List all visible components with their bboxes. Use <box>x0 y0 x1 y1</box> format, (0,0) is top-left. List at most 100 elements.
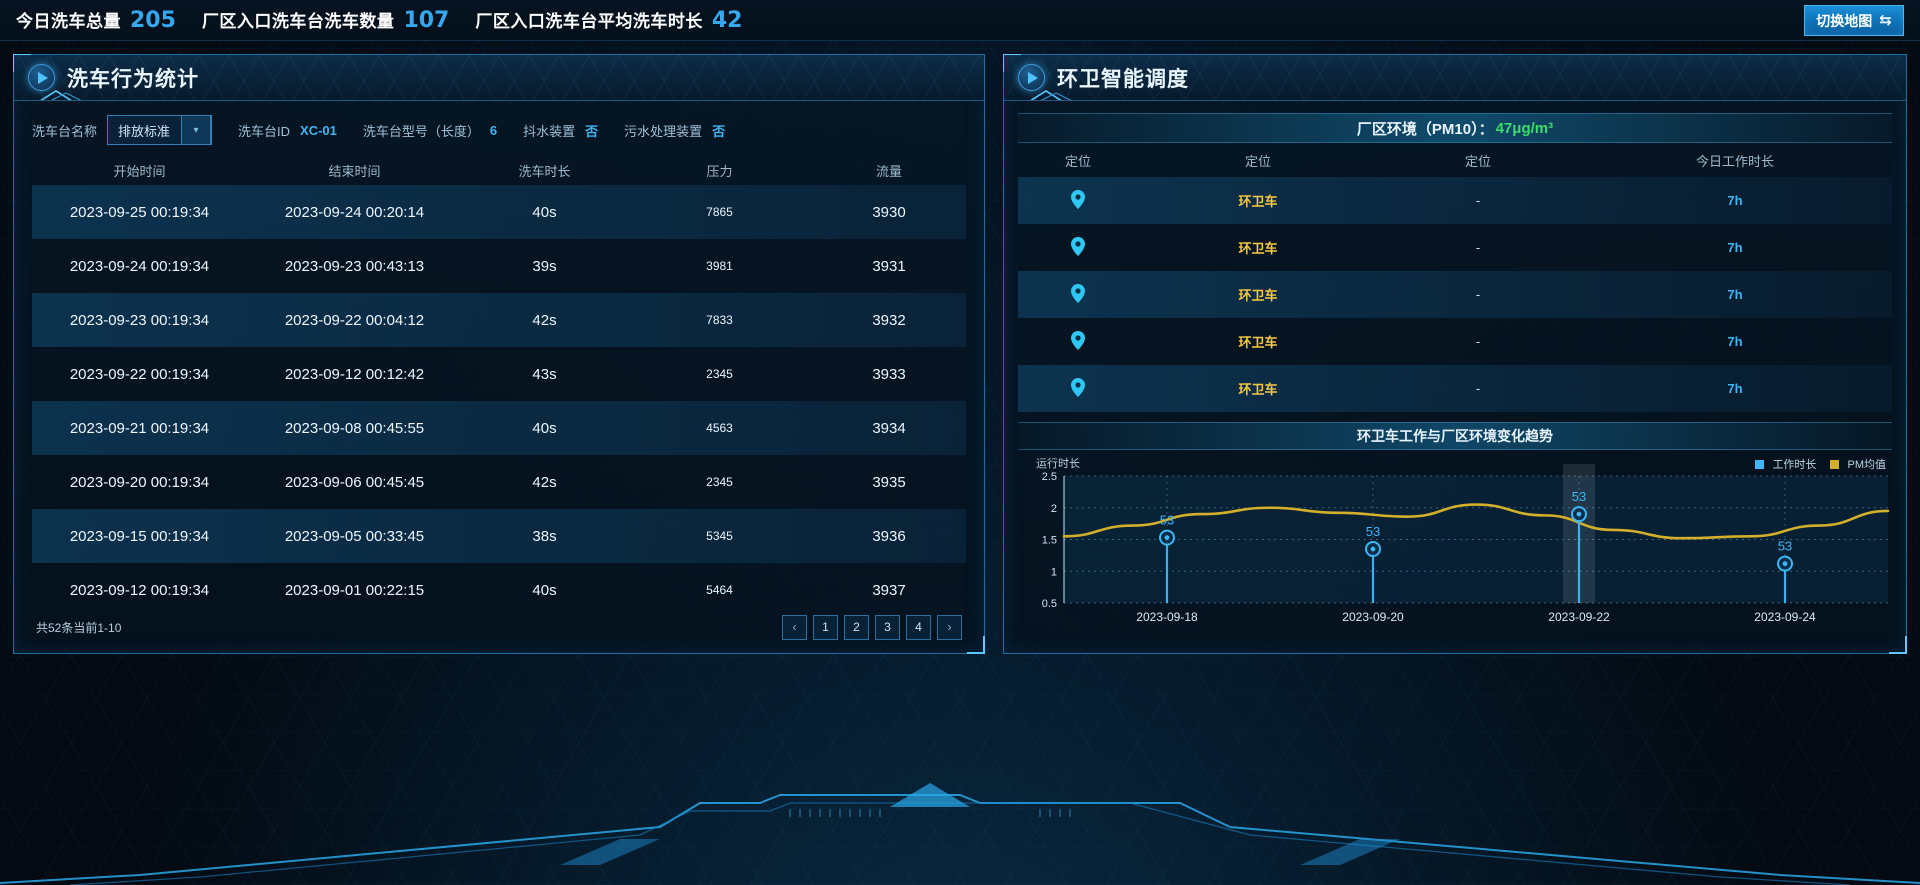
cell-work-hours: 7h <box>1727 334 1743 349</box>
table-row[interactable]: 环卫车 - 7h <box>1018 271 1892 318</box>
switch-map-button[interactable]: 切换地图 ⇆ <box>1804 5 1904 36</box>
table-row[interactable]: 2023-09-12 00:19:34 2023-09-01 00:22:15 40… <box>32 563 966 617</box>
kpi-value: 42 <box>711 8 743 33</box>
cell-status: - <box>1475 287 1481 302</box>
column-header-work-hours: 今日工作时长 <box>1695 153 1774 169</box>
pagination-page-4[interactable]: 4 <box>906 614 931 640</box>
cell-status: - <box>1475 193 1481 208</box>
svg-text:0.5: 0.5 <box>1042 598 1057 610</box>
table-row[interactable]: 2023-09-24 00:19:34 2023-09-23 00:43:13 39… <box>32 239 966 293</box>
cell-location[interactable] <box>1018 189 1138 212</box>
shake-device-label: 抖水装置 <box>523 123 576 139</box>
cell-flow: 3935 <box>872 473 906 491</box>
kpi-label: 今日洗车总量 <box>16 12 121 31</box>
kpi-entrance-count: 厂区入口洗车台洗车数量 107 <box>202 7 449 33</box>
table-row[interactable]: 2023-09-22 00:19:34 2023-09-12 00:12:42 43… <box>32 347 966 401</box>
cell-location[interactable] <box>1018 236 1138 259</box>
cell-duration: 40s <box>532 203 557 221</box>
table-body: 环卫车 - 7h 环卫车 - 7h 环卫车 - 7h 环卫车 - 7h 环卫车 - 7h <box>1018 177 1892 412</box>
table-row[interactable]: 2023-09-25 00:19:34 2023-09-24 00:20:14 40… <box>32 185 966 239</box>
pagination-page-3[interactable]: 3 <box>875 614 900 640</box>
pagination-page-1[interactable]: 1 <box>813 614 838 640</box>
cell-vehicle-name: 环卫车 <box>1238 382 1278 397</box>
trend-section-title: 环卫车工作与厂区环境变化趋势 <box>1018 422 1892 450</box>
filter-bar: 洗车台名称 排放标准 ▾ 洗车台ID XC-01 洗车台型号（长度） 6 抖水装… <box>14 101 984 155</box>
table-header-row: 定位 定位 定位 今日工作时长 <box>1018 143 1892 177</box>
sanitation-vehicle-table: 定位 定位 定位 今日工作时长 环卫车 - 7h 环卫车 - 7h 环卫车 - 7h 环卫车 - 7h… <box>1004 143 1906 412</box>
cell-start-time: 2023-09-20 00:19:34 <box>69 473 210 491</box>
cell-flow: 3934 <box>872 419 906 437</box>
play-arrow-icon <box>28 64 55 91</box>
cell-pressure: 7833 <box>706 313 733 327</box>
cell-flow: 3931 <box>872 257 906 275</box>
wash-station-model-value: 6 <box>489 122 498 138</box>
cell-status: - <box>1475 240 1481 255</box>
table-row[interactable]: 环卫车 - 7h <box>1018 177 1892 224</box>
trend-chart: 运行时长 工作时长 PM均值 0.5 1 1.5 2 2.5 2023-09-18 2023… <box>1018 458 1892 633</box>
location-pin-icon[interactable] <box>1071 236 1085 256</box>
cell-flow: 3937 <box>872 581 906 599</box>
cell-start-time: 2023-09-25 00:19:34 <box>69 203 210 221</box>
cell-pressure: 2345 <box>706 475 733 489</box>
table-row[interactable]: 2023-09-20 00:19:34 2023-09-06 00:45:45 42… <box>32 455 966 509</box>
bottom-decoration <box>0 783 1920 885</box>
pagination[interactable]: ‹ 1 2 3 4 › <box>782 614 962 640</box>
emission-standard-select[interactable]: 排放标准 ▾ <box>107 115 213 145</box>
cell-pressure: 7865 <box>706 205 733 219</box>
table-row[interactable]: 2023-09-15 00:19:34 2023-09-05 00:33:45 38… <box>32 509 966 563</box>
cell-end-time: 2023-09-06 00:45:45 <box>284 473 425 491</box>
cell-pressure: 4563 <box>706 421 733 435</box>
table-row[interactable]: 2023-09-23 00:19:34 2023-09-22 00:04:12 42… <box>32 293 966 347</box>
kpi-value: 107 <box>403 8 450 33</box>
shake-device-value: 否 <box>585 123 599 139</box>
wash-behavior-panel: 洗车行为统计 洗车台名称 排放标准 ▾ 洗车台ID XC-01 洗车台型号（长度… <box>13 54 985 654</box>
chart-canvas: 0.5 1 1.5 2 2.5 2023-09-18 2023-09-20 2023-09-2… <box>1042 464 1890 624</box>
cell-pressure: 5464 <box>706 583 733 597</box>
panel-title: 环卫智能调度 <box>1057 67 1189 91</box>
pagination-page-2[interactable]: 2 <box>844 614 869 640</box>
column-header-vehicle: 定位 <box>1244 153 1271 169</box>
cell-duration: 42s <box>532 311 557 329</box>
table-row[interactable]: 环卫车 - 7h <box>1018 224 1892 271</box>
cell-flow: 3933 <box>872 365 906 383</box>
cell-pressure: 3981 <box>706 259 733 273</box>
svg-text:53: 53 <box>1366 524 1380 539</box>
chevron-down-icon[interactable]: ▾ <box>181 115 212 145</box>
cell-pressure: 2345 <box>706 367 733 381</box>
table-row[interactable]: 2023-09-21 00:19:34 2023-09-08 00:45:55 40… <box>32 401 966 455</box>
column-header-location: 定位 <box>1064 153 1091 169</box>
cell-vehicle-name: 环卫车 <box>1238 335 1278 350</box>
wash-station-id-value: XC-01 <box>300 122 337 138</box>
cell-location[interactable] <box>1018 283 1138 306</box>
header-chevron-decoration <box>40 90 82 100</box>
wash-records-table: 开始时间 结束时间 洗车时长 压力 流量 2023-09-25 00:19:34… <box>14 155 984 617</box>
cell-start-time: 2023-09-15 00:19:34 <box>69 527 210 545</box>
cell-end-time: 2023-09-01 00:22:15 <box>284 581 425 599</box>
table-row[interactable]: 环卫车 - 7h <box>1018 318 1892 365</box>
kpi-total-washes: 今日洗车总量 205 <box>16 7 176 33</box>
location-pin-icon[interactable] <box>1071 283 1085 303</box>
location-pin-icon[interactable] <box>1071 189 1085 209</box>
cell-duration: 39s <box>532 257 557 275</box>
play-arrow-icon <box>1018 64 1045 91</box>
top-bar: 今日洗车总量 205 厂区入口洗车台洗车数量 107 厂区入口洗车台平均洗车时长… <box>0 0 1920 41</box>
sewage-device-value: 否 <box>712 123 726 139</box>
chart-y-axis-title: 运行时长 <box>1036 458 1080 470</box>
legend-item-pm-average: PM均值 <box>1830 456 1886 472</box>
cell-pressure: 5345 <box>706 529 733 543</box>
svg-text:2.5: 2.5 <box>1042 471 1057 483</box>
kpi-value: 205 <box>130 8 176 33</box>
cell-location[interactable] <box>1018 377 1138 400</box>
svg-text:2023-09-20: 2023-09-20 <box>1342 610 1404 624</box>
location-pin-icon[interactable] <box>1071 377 1085 397</box>
select-value: 排放标准 <box>118 123 171 139</box>
svg-text:2: 2 <box>1051 503 1057 515</box>
location-pin-icon[interactable] <box>1071 330 1085 350</box>
cell-location[interactable] <box>1018 330 1138 353</box>
kpi-label: 厂区入口洗车台平均洗车时长 <box>475 12 703 31</box>
cell-vehicle-name: 环卫车 <box>1238 241 1278 256</box>
table-row[interactable]: 环卫车 - 7h <box>1018 365 1892 412</box>
pagination-prev-button[interactable]: ‹ <box>782 614 807 640</box>
column-header-pressure: 压力 <box>706 163 733 179</box>
pagination-next-button[interactable]: › <box>937 614 962 640</box>
